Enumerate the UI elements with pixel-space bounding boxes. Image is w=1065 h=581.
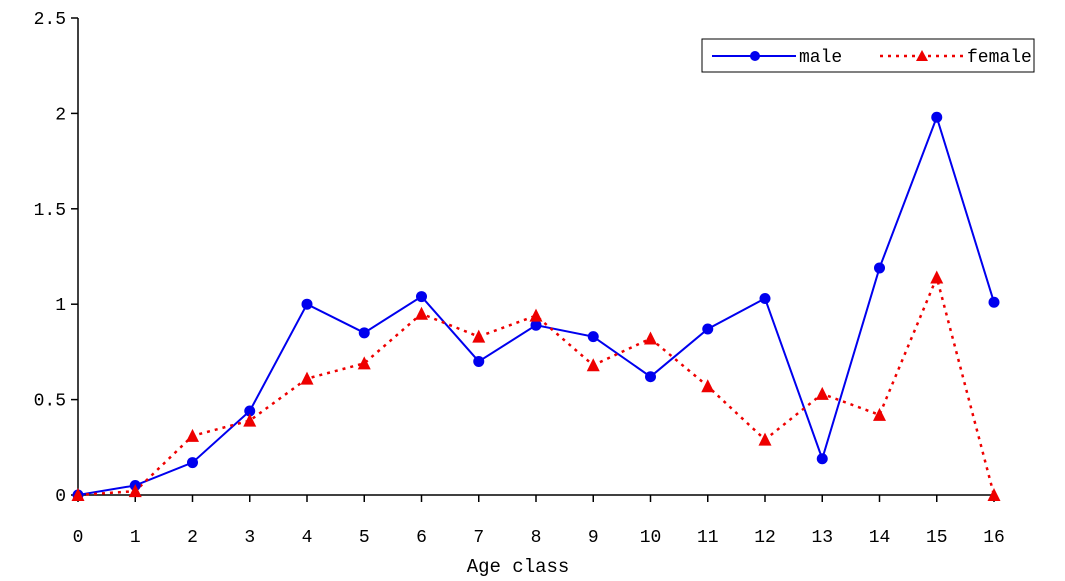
x-tick-label: 13 [811,528,833,548]
legend-marker-male [750,51,760,61]
data-point-male [931,111,943,123]
x-tick-label: 11 [697,528,719,548]
data-point-female [357,356,371,370]
data-point-female [128,484,142,498]
data-point-male [816,453,828,465]
series-line-female [77,273,996,497]
data-point-female [472,329,486,343]
data-point-male [702,323,714,335]
x-tick-label: 5 [359,528,370,548]
legend: male female [701,38,1035,73]
data-point-male [874,262,885,274]
data-point-female [815,386,829,400]
data-point-male [759,292,771,304]
data-point-female [415,306,428,320]
x-tick-label: 1 [130,528,141,548]
x-tick-label: 14 [869,528,891,548]
data-point-male [244,405,256,417]
data-point-male [587,331,599,343]
legend-marker-female [916,50,928,61]
x-ticks: 0 1 2 3 4 5 6 7 8 9 10 11 12 13 14 15 16 [73,495,1005,548]
data-point-male [645,371,656,383]
x-tick-label: 8 [531,528,542,548]
data-point-female [873,407,886,421]
y-tick-label: 2.5 [34,10,66,30]
x-tick-label: 10 [640,528,662,548]
data-point-female [930,270,944,284]
series-layer [71,111,1001,501]
x-tick-label: 4 [302,528,313,548]
data-point-male [473,355,485,367]
x-tick-label: 2 [187,528,198,548]
data-point-female [71,488,85,501]
y-tick-label: 0.5 [34,392,66,412]
data-point-female [987,488,1001,501]
data-point-male [187,457,198,469]
data-point-male [358,327,370,339]
data-point-female [701,379,715,393]
data-point-female [586,358,600,372]
data-point-female [186,428,199,442]
axes [77,18,994,496]
y-tick-label: 1.5 [34,201,66,221]
data-point-female [300,371,314,385]
data-point-male [988,296,1000,308]
x-tick-label: 7 [473,528,484,548]
x-tick-label: 3 [244,528,255,548]
series-line-male [77,114,995,496]
x-axis-title: Age class [467,556,570,578]
data-point-male [301,298,313,310]
data-point-male [530,319,542,331]
data-point-female [644,331,657,345]
y-ticks: 0 0.5 1 1.5 2 2.5 [34,10,78,507]
data-point-female [758,432,772,446]
x-tick-label: 9 [588,528,599,548]
x-tick-label: 15 [926,528,948,548]
y-tick-label: 2 [55,105,66,125]
x-tick-label: 12 [754,528,776,548]
data-point-female [243,413,257,427]
y-tick-label: 1 [55,296,66,316]
x-tick-label: 16 [983,528,1005,548]
legend-label-male: male [799,48,842,68]
legend-label-female: female [967,48,1032,68]
data-point-female [529,308,543,322]
y-tick-label: 0 [55,487,66,507]
data-point-male [416,291,427,303]
x-tick-label: 6 [416,528,427,548]
x-tick-label: 0 [73,528,84,548]
